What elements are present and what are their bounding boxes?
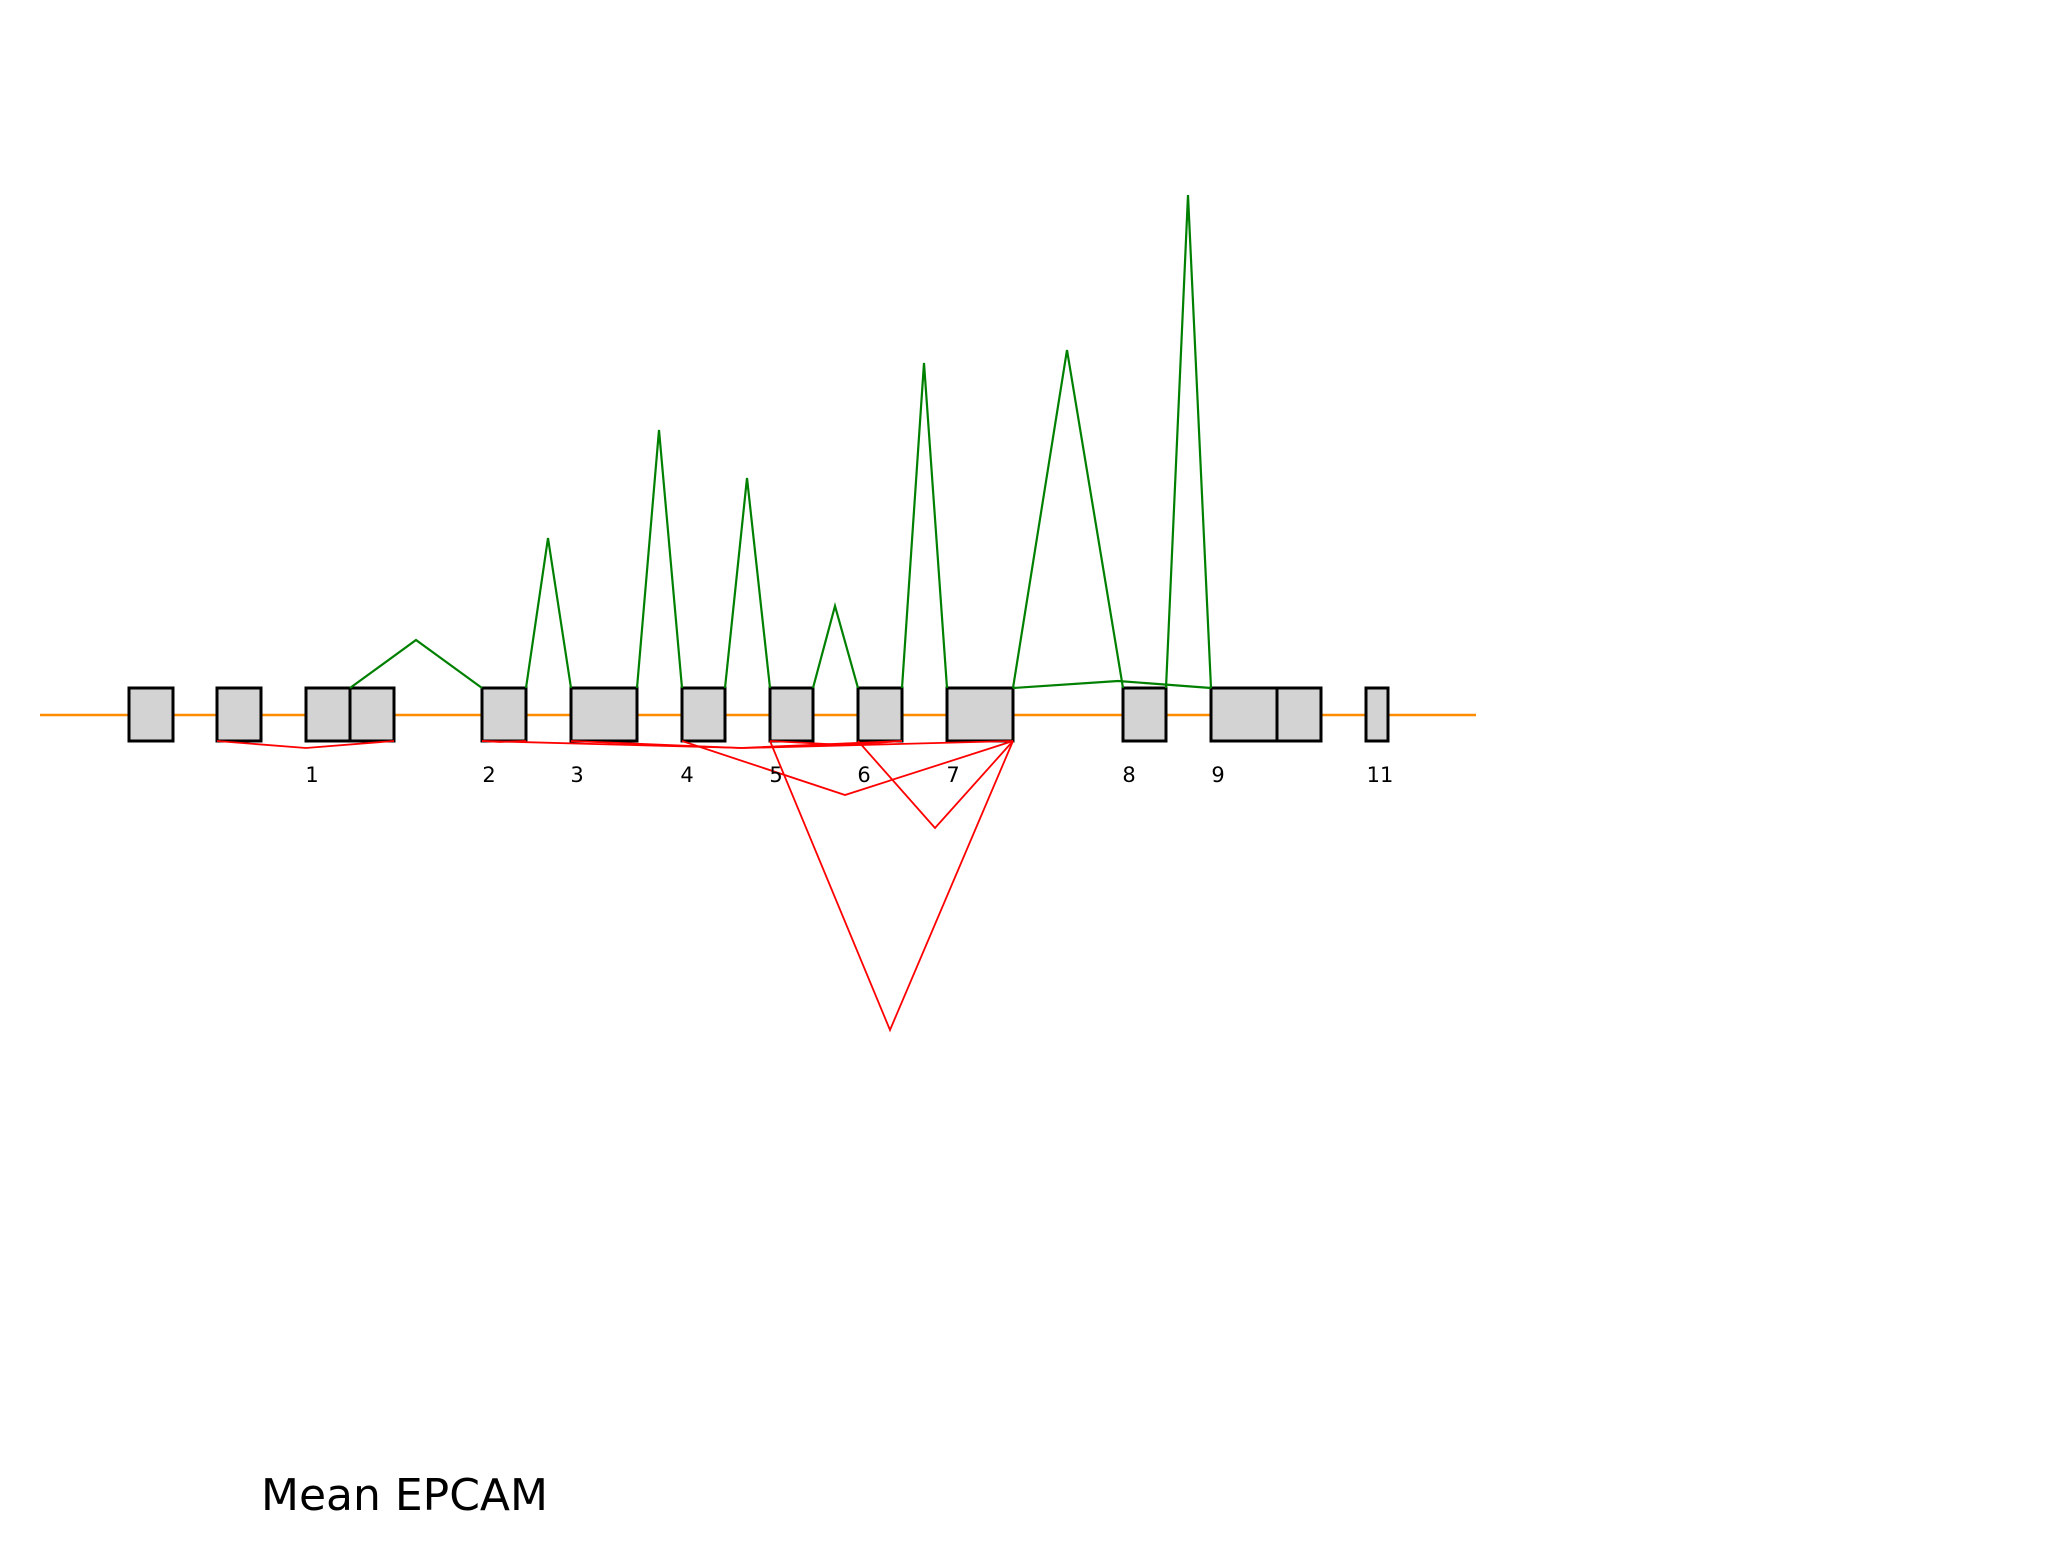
exon-label: 3 bbox=[570, 763, 583, 787]
junction-arc bbox=[1164, 194, 1213, 689]
junction-arc bbox=[769, 740, 1014, 1033]
junctions-above bbox=[349, 194, 1213, 690]
exon-label: 7 bbox=[946, 763, 959, 787]
exon-label: 4 bbox=[680, 763, 693, 787]
exon-label: 8 bbox=[1122, 763, 1135, 787]
junction-arc bbox=[481, 740, 1014, 749]
junction-arc bbox=[769, 740, 903, 746]
exon-box bbox=[856, 686, 904, 743]
exon-box bbox=[304, 686, 352, 743]
junction-arc bbox=[349, 638, 483, 689]
junction-arc bbox=[216, 740, 395, 749]
junction-arc bbox=[900, 362, 949, 689]
junction-arc bbox=[1011, 349, 1125, 689]
exon-box bbox=[1364, 686, 1390, 743]
exon-box bbox=[1275, 686, 1323, 743]
exon-box bbox=[1209, 686, 1279, 743]
junction-arc bbox=[635, 429, 684, 689]
exon-track bbox=[127, 686, 1390, 743]
junction-arc bbox=[723, 477, 772, 689]
exon-box bbox=[945, 686, 1015, 743]
exon-labels: 1 2 3 4 5 6 7 8 9 11 bbox=[305, 763, 1393, 787]
junctions-below bbox=[216, 740, 1014, 1033]
exon-label: 1 bbox=[305, 763, 318, 787]
junction-arc bbox=[681, 740, 1014, 796]
exon-label: 6 bbox=[857, 763, 870, 787]
exon-box bbox=[215, 686, 263, 743]
junction-arc bbox=[857, 740, 1014, 830]
junction-arc bbox=[1012, 679, 1212, 690]
exon-box bbox=[680, 686, 727, 743]
exon-box bbox=[569, 686, 639, 743]
exon-label: 11 bbox=[1367, 763, 1394, 787]
exon-box bbox=[1121, 686, 1168, 743]
diagram-title: Mean EPCAM bbox=[261, 1470, 548, 1521]
exon-label: 9 bbox=[1211, 763, 1224, 787]
exon-box bbox=[480, 686, 528, 743]
exon-box bbox=[348, 686, 396, 743]
exon-label: 2 bbox=[482, 763, 495, 787]
junction-arc bbox=[811, 601, 860, 689]
exon-label: 5 bbox=[769, 763, 782, 787]
exon-box bbox=[768, 686, 815, 743]
exon-box bbox=[127, 686, 175, 743]
junction-arc bbox=[524, 537, 573, 689]
